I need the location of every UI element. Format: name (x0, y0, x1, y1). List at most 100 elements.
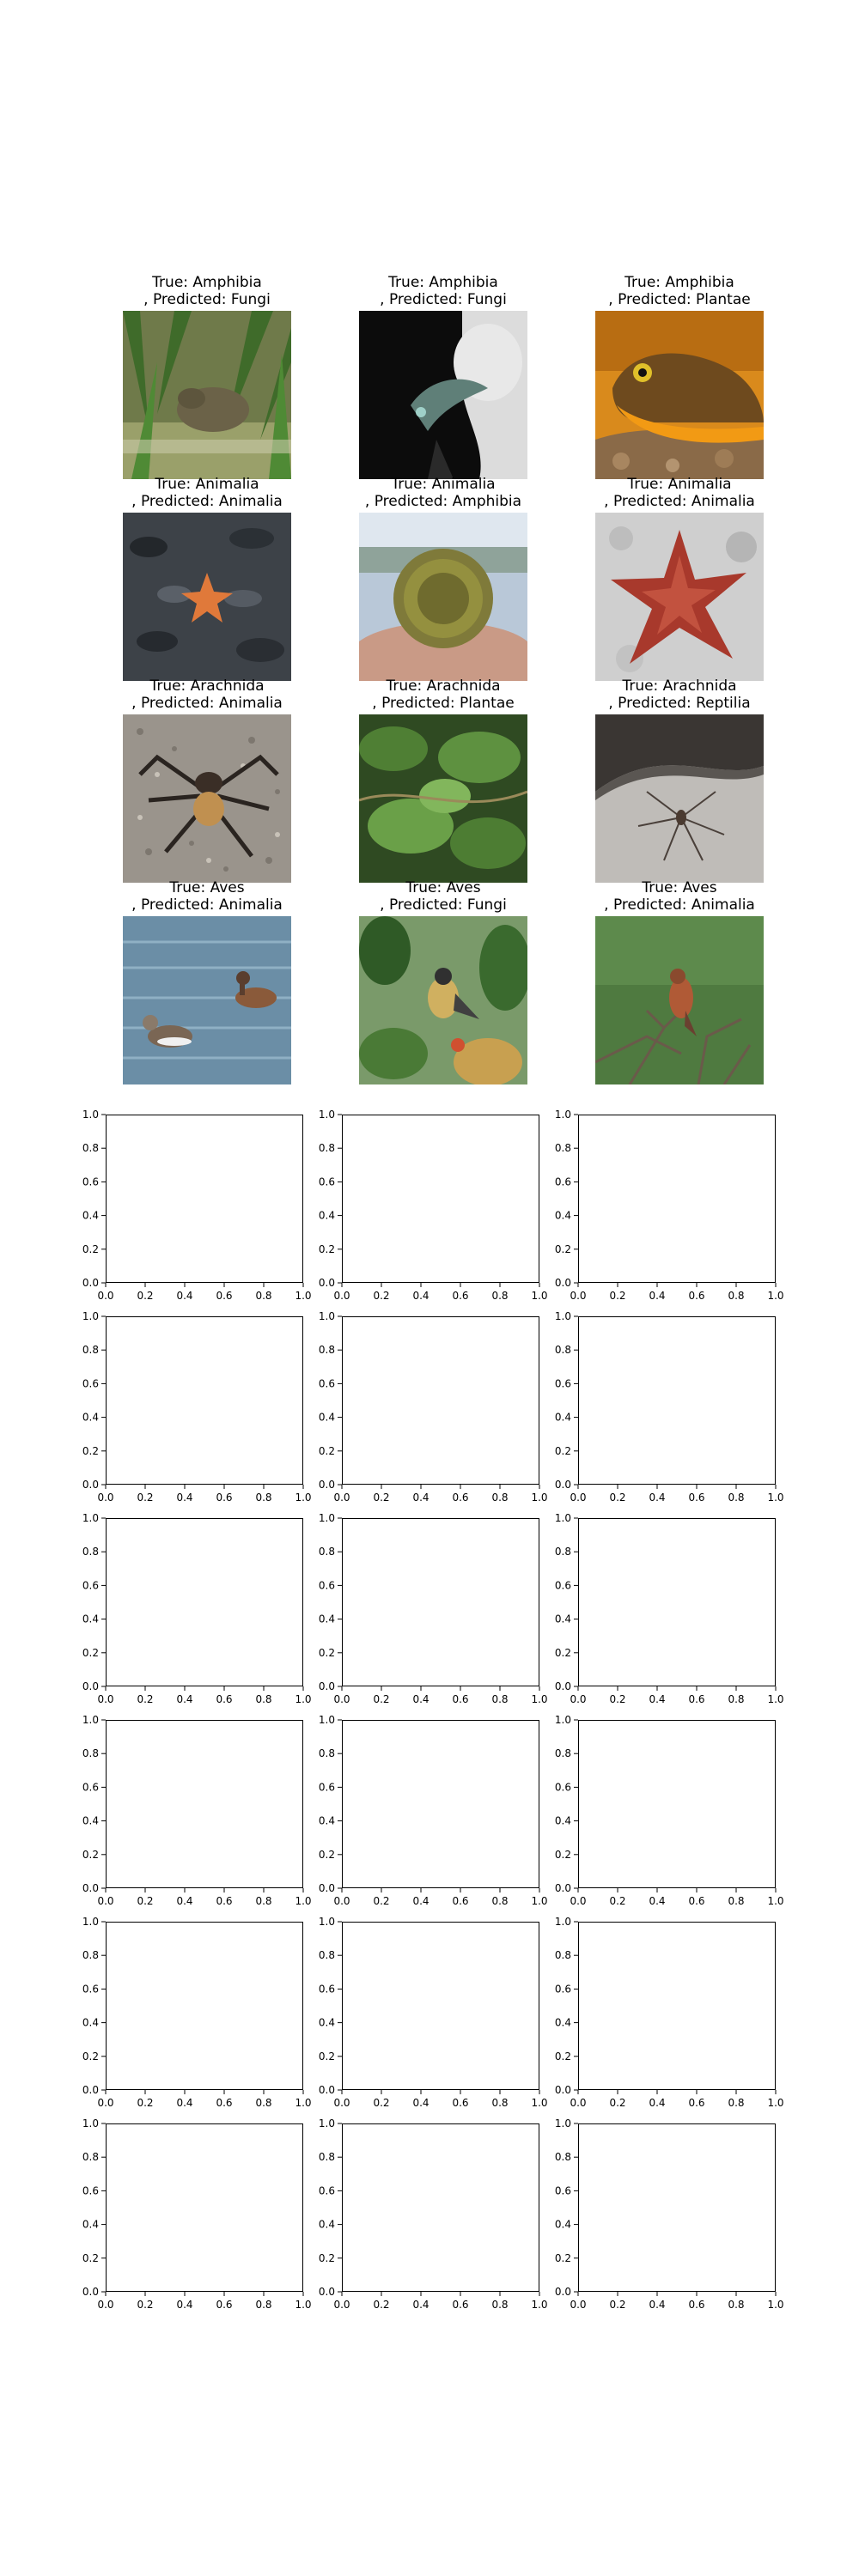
x-tick-label: 0.8 (491, 1693, 508, 1705)
y-tick-label: 0.8 (555, 1344, 571, 1356)
x-tick-label: 0.2 (137, 2299, 153, 2311)
y-tick-label: 0.8 (82, 1747, 99, 1759)
y-tick-label: 0.8 (555, 1949, 571, 1961)
y-tick-label: 1.0 (555, 1512, 571, 1524)
orange-newt-photo (595, 311, 764, 479)
panel-predicted-label: , Predicted: Animalia (604, 493, 755, 510)
x-tick-label: 0.0 (570, 2299, 586, 2311)
y-tick-label: 0.2 (319, 2252, 335, 2264)
x-tick-label: 0.0 (333, 2299, 350, 2311)
x-tick-label: 0.4 (412, 1895, 429, 1907)
y-tick-label: 0.6 (82, 1579, 99, 1591)
x-tick-label: 1.0 (531, 2299, 547, 2311)
x-tick-label: 0.0 (97, 1492, 113, 1504)
x-tick-label: 0.0 (333, 1290, 350, 1302)
y-tick-label: 0.6 (555, 1983, 571, 1995)
x-tick-label: 1.0 (531, 1290, 547, 1302)
panel-true-label: True: Amphibia (152, 274, 262, 291)
panel-true-label: True: Aves (169, 879, 245, 896)
y-tick-label: 1.0 (555, 1310, 571, 1322)
y-tick-label: 0.4 (319, 1412, 335, 1424)
x-tick-label: 0.8 (255, 1492, 271, 1504)
x-tick-label: 0.2 (609, 1693, 625, 1705)
x-tick-label: 1.0 (295, 1895, 311, 1907)
x-tick-label: 1.0 (295, 1693, 311, 1705)
panel-true-label: True: Aves (405, 879, 481, 896)
y-tick-label: 0.4 (319, 2219, 335, 2231)
axes-frame: 0.0 0.2 0.4 0.6 0.8 1.0 0.0 0.2 0.4 0.6 0.8 1.0 (319, 1109, 548, 1302)
y-tick-label: 1.0 (319, 1310, 335, 1322)
y-tick-label: 0.2 (82, 2252, 99, 2264)
axes-frame: 0.0 0.2 0.4 0.6 0.8 1.0 0.0 0.2 0.4 0.6 0.8 1.0 (319, 1512, 548, 1705)
x-tick-label: 0.8 (255, 1693, 271, 1705)
y-tick-label: 0.0 (319, 1882, 335, 1894)
x-tick-label: 0.0 (570, 1895, 586, 1907)
axes-spine (106, 1720, 303, 1888)
x-tick-label: 1.0 (767, 1492, 783, 1504)
x-tick-label: 1.0 (767, 2299, 783, 2311)
y-tick-label: 1.0 (319, 1512, 335, 1524)
axes-frame: 0.0 0.2 0.4 0.6 0.8 1.0 0.0 0.2 0.4 0.6 0.8 1.0 (319, 2117, 548, 2311)
y-tick-label: 0.8 (555, 2151, 571, 2163)
y-tick-label: 1.0 (319, 1714, 335, 1726)
axes-frame: 0.0 0.2 0.4 0.6 0.8 1.0 0.0 0.2 0.4 0.6 0.8 1.0 (82, 1512, 312, 1705)
axes-spine (342, 1922, 539, 2090)
y-tick-label: 0.8 (319, 1142, 335, 1154)
frog-in-grass-photo (123, 311, 291, 479)
y-tick-label: 0.8 (82, 2151, 99, 2163)
empty-axes: 0.0 0.2 0.4 0.6 0.8 1.0 0.0 0.2 0.4 0.6 0.8 1.0 (82, 1310, 312, 1504)
x-tick-label: 0.4 (649, 1492, 665, 1504)
y-tick-label: 0.4 (82, 2017, 99, 2029)
x-tick-label: 0.2 (609, 2299, 625, 2311)
x-tick-label: 0.2 (137, 1895, 153, 1907)
x-tick-label: 0.0 (333, 1492, 350, 1504)
y-tick-label: 0.2 (82, 1445, 99, 1457)
x-tick-label: 1.0 (531, 1492, 547, 1504)
y-tick-label: 0.4 (319, 1815, 335, 1827)
x-tick-label: 0.6 (452, 2299, 468, 2311)
x-tick-label: 0.4 (649, 1693, 665, 1705)
x-tick-label: 1.0 (767, 1693, 783, 1705)
x-tick-label: 1.0 (767, 2097, 783, 2109)
y-tick-label: 0.4 (82, 1815, 99, 1827)
y-tick-label: 0.0 (555, 1479, 571, 1491)
x-tick-label: 0.2 (373, 2097, 389, 2109)
x-tick-label: 0.2 (609, 1895, 625, 1907)
panel-predicted-label: , Predicted: Plantae (372, 695, 515, 712)
empty-axes: 0.0 0.2 0.4 0.6 0.8 1.0 0.0 0.2 0.4 0.6 0.8 1.0 (82, 1916, 312, 2109)
x-tick-label: 0.0 (97, 2097, 113, 2109)
x-tick-label: 0.6 (452, 1895, 468, 1907)
x-tick-label: 0.0 (570, 1290, 586, 1302)
x-tick-label: 0.8 (728, 1290, 744, 1302)
x-tick-label: 0.6 (688, 2097, 704, 2109)
x-tick-label: 0.6 (216, 1693, 232, 1705)
empty-axes: 0.0 0.2 0.4 0.6 0.8 1.0 0.0 0.2 0.4 0.6 0.8 1.0 (319, 1916, 548, 2109)
empty-axes: 0.0 0.2 0.4 0.6 0.8 1.0 0.0 0.2 0.4 0.6 0.8 1.0 (319, 1310, 548, 1504)
x-tick-label: 0.2 (609, 2097, 625, 2109)
panel-predicted-label: , Predicted: Fungi (380, 291, 507, 308)
y-tick-label: 0.8 (555, 1546, 571, 1558)
panel-true-label: True: Arachnida (622, 677, 737, 695)
panel-true-label: True: Aves (642, 879, 717, 896)
x-tick-label: 0.2 (373, 1290, 389, 1302)
empty-axes: 0.0 0.2 0.4 0.6 0.8 1.0 0.0 0.2 0.4 0.6 0.8 1.0 (555, 1310, 784, 1504)
y-tick-label: 0.4 (82, 1412, 99, 1424)
x-tick-label: 0.6 (452, 1693, 468, 1705)
y-tick-label: 0.2 (319, 1445, 335, 1457)
y-tick-label: 0.6 (319, 1579, 335, 1591)
x-tick-label: 0.0 (97, 1290, 113, 1302)
y-tick-label: 0.2 (82, 2050, 99, 2063)
empty-axes: 0.0 0.2 0.4 0.6 0.8 1.0 0.0 0.2 0.4 0.6 0.8 1.0 (555, 1512, 784, 1705)
empty-axes: 0.0 0.2 0.4 0.6 0.8 1.0 0.0 0.2 0.4 0.6 0.8 1.0 (82, 1109, 312, 1302)
x-tick-label: 0.4 (412, 1492, 429, 1504)
panel-predicted-label: , Predicted: Reptilia (608, 695, 751, 712)
axes-frame: 0.0 0.2 0.4 0.6 0.8 1.0 0.0 0.2 0.4 0.6 0.8 1.0 (319, 1310, 548, 1504)
empty-axes: 0.0 0.2 0.4 0.6 0.8 1.0 0.0 0.2 0.4 0.6 0.8 1.0 (82, 1512, 312, 1705)
y-tick-label: 1.0 (319, 1916, 335, 1928)
y-tick-label: 0.6 (555, 1377, 571, 1389)
y-tick-label: 0.6 (555, 2184, 571, 2196)
axes-spine (578, 1922, 776, 2090)
x-tick-label: 0.4 (176, 2299, 192, 2311)
panel-predicted-label: , Predicted: Plantae (608, 291, 751, 308)
x-tick-label: 0.6 (688, 1492, 704, 1504)
